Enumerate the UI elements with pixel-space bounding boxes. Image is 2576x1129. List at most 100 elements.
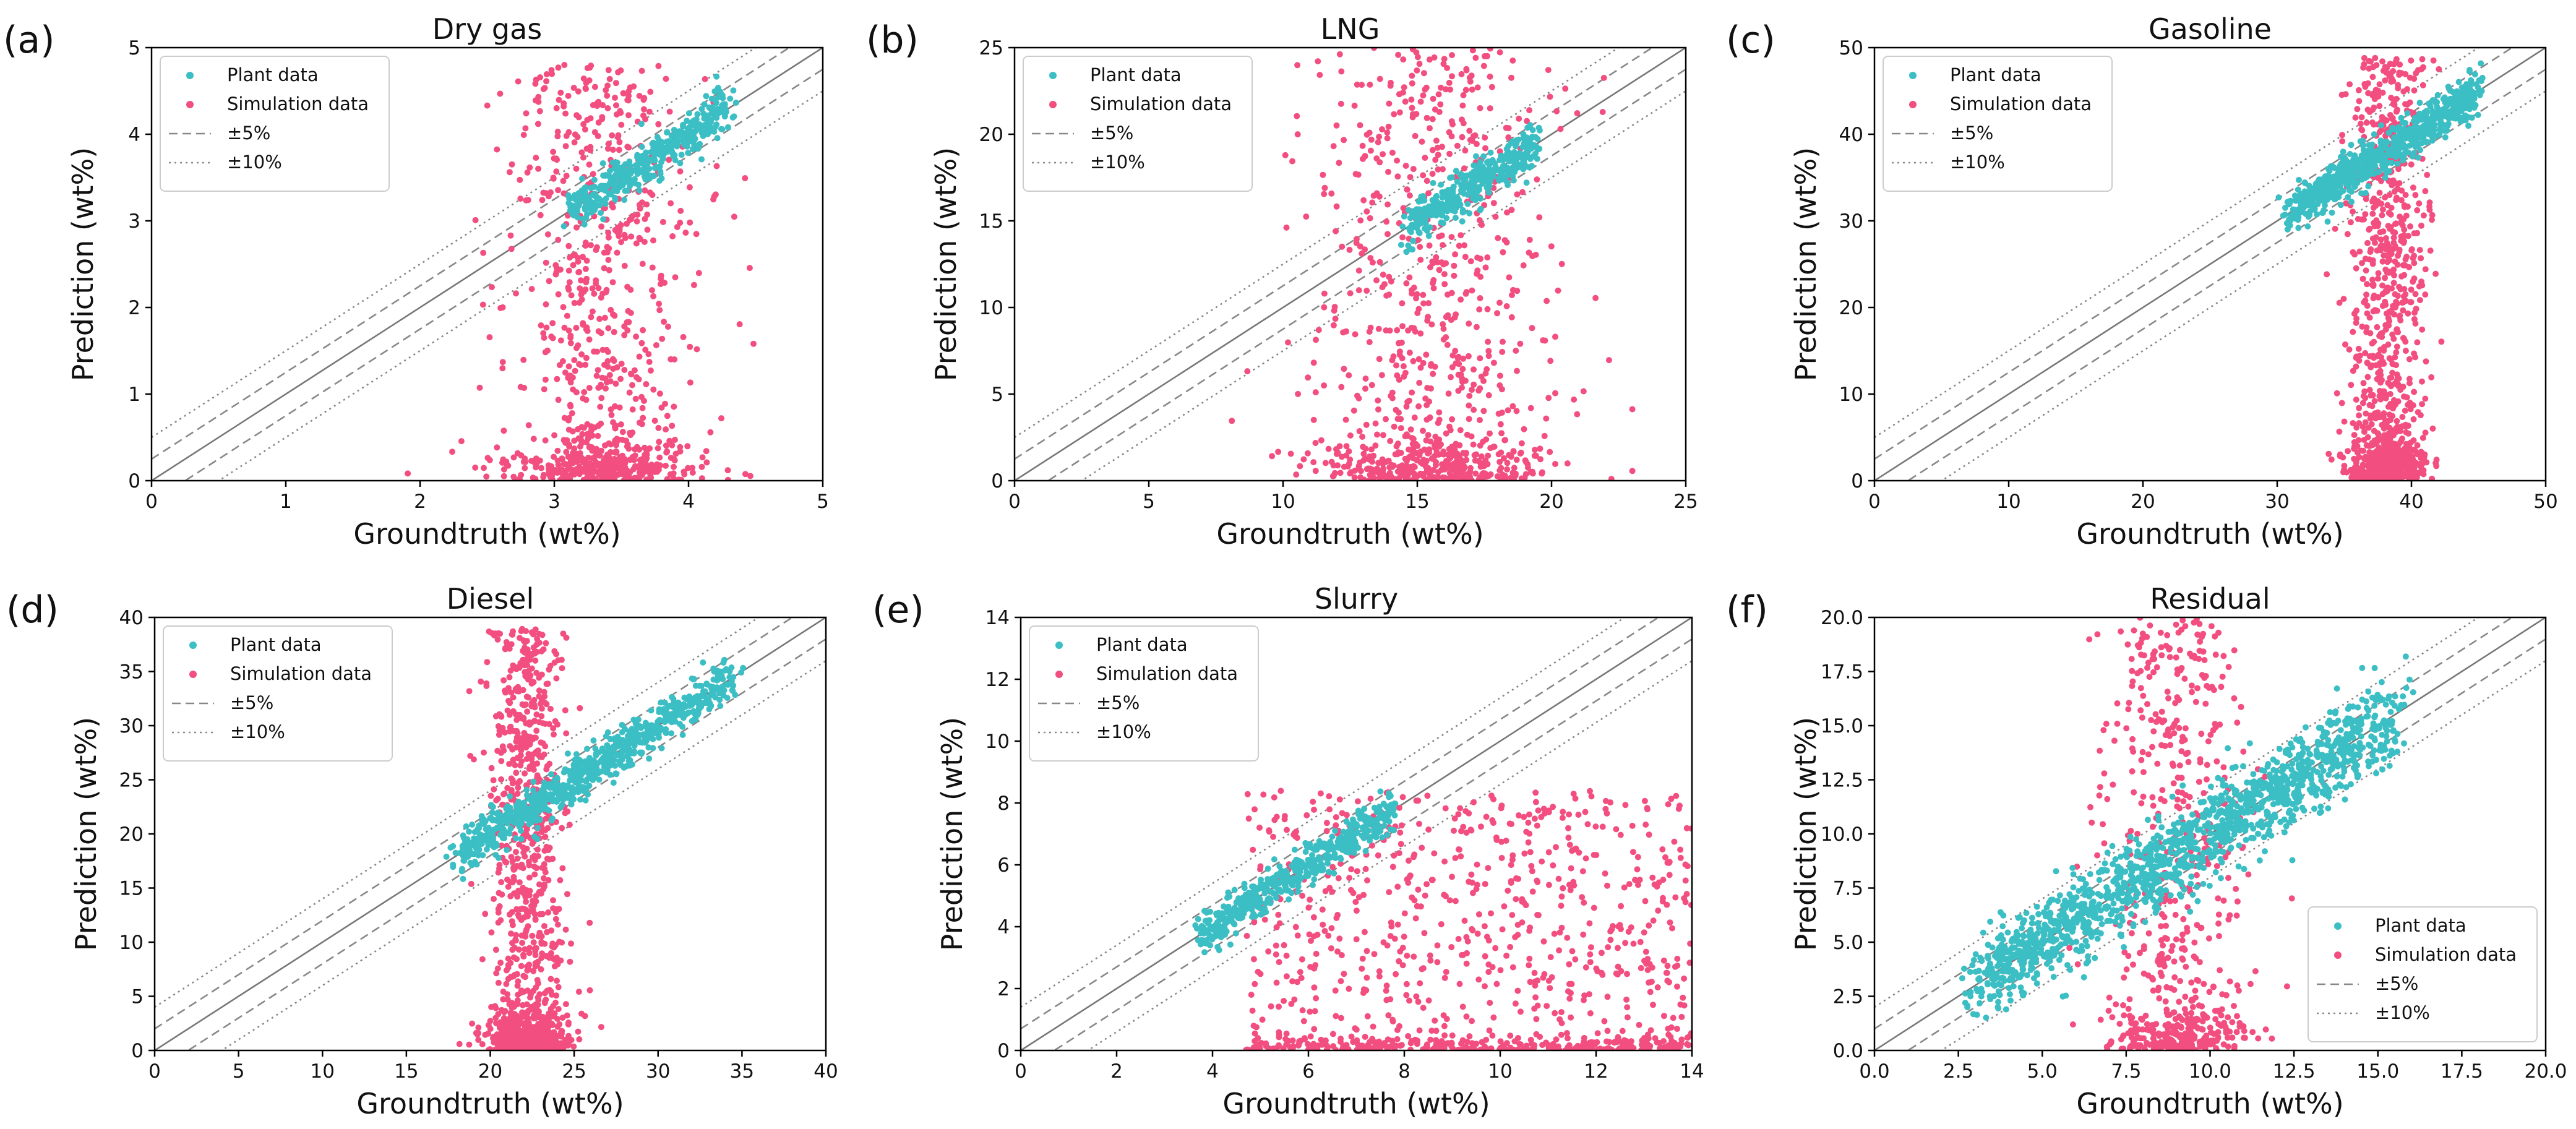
simulation-point <box>2356 405 2363 411</box>
simulation-point <box>1403 280 1410 286</box>
simulation-point <box>2380 228 2387 235</box>
plant-point <box>698 156 705 163</box>
simulation-point <box>2394 194 2400 201</box>
simulation-point <box>1545 395 1552 401</box>
simulation-point <box>609 132 616 139</box>
simulation-point <box>522 853 528 860</box>
simulation-point <box>1391 423 1397 430</box>
simulation-point <box>649 287 655 294</box>
simulation-point <box>2388 248 2395 255</box>
plant-point <box>685 110 692 117</box>
simulation-point <box>1368 382 1375 388</box>
simulation-point <box>553 105 560 111</box>
simulation-point <box>655 466 662 473</box>
simulation-point <box>1376 356 1383 363</box>
plant-point <box>695 145 702 152</box>
simulation-point <box>1354 81 1360 88</box>
plant-point <box>596 186 603 192</box>
y-tick-label: 10 <box>1839 384 1863 406</box>
series-plant <box>2275 60 2486 233</box>
plant-point <box>690 131 697 138</box>
simulation-point <box>1462 147 1469 154</box>
simulation-point <box>655 62 662 69</box>
simulation-point <box>2382 475 2389 481</box>
y-tick-label: 25 <box>979 37 1003 59</box>
simulation-point <box>1394 327 1401 333</box>
simulation-point <box>2343 469 2350 476</box>
simulation-point <box>2363 328 2370 335</box>
simulation-point <box>638 340 645 346</box>
simulation-point <box>505 955 512 962</box>
simulation-point <box>1409 80 1415 87</box>
simulation-point <box>586 464 593 471</box>
plant-point <box>2377 122 2384 129</box>
simulation-point <box>2387 70 2394 77</box>
simulation-point <box>1425 432 1432 439</box>
simulation-point <box>2362 211 2369 218</box>
plant-point <box>2351 177 2358 183</box>
simulation-point <box>1367 147 1374 154</box>
simulation-point <box>609 147 616 153</box>
simulation-point <box>1430 371 1436 377</box>
simulation-point <box>2356 352 2363 359</box>
simulation-point <box>582 243 589 249</box>
simulation-point <box>566 442 572 449</box>
simulation-point <box>640 106 647 113</box>
simulation-point <box>713 163 720 170</box>
simulation-point <box>575 989 582 995</box>
simulation-point <box>1413 49 1420 56</box>
x-axis-label: Groundtruth (wt%) <box>2076 517 2343 551</box>
simulation-point <box>1341 366 1347 372</box>
simulation-point <box>532 97 539 104</box>
plant-point <box>685 150 692 157</box>
simulation-point <box>559 455 565 462</box>
plant-point <box>1527 135 1534 142</box>
plant-point <box>2415 154 2421 161</box>
simulation-point <box>562 1001 569 1008</box>
simulation-point <box>1373 277 1380 284</box>
simulation-point <box>2433 457 2440 463</box>
simulation-point <box>1527 405 1534 411</box>
simulation-point <box>616 404 623 411</box>
simulation-point <box>2361 61 2368 67</box>
simulation-point <box>586 336 593 343</box>
simulation-point <box>2395 398 2402 405</box>
simulation-point <box>561 414 568 421</box>
plant-point <box>700 132 706 139</box>
simulation-point <box>565 93 572 99</box>
simulation-point <box>1434 144 1441 151</box>
simulation-point <box>1521 426 1527 432</box>
simulation-point <box>2377 414 2384 421</box>
simulation-point <box>649 264 656 271</box>
simulation-point <box>1409 389 1415 396</box>
simulation-point <box>1416 379 1423 386</box>
plant-point <box>635 160 642 166</box>
plant-point <box>2419 131 2426 138</box>
plant-point <box>2392 126 2399 133</box>
simulation-point <box>640 112 646 119</box>
simulation-point <box>497 630 504 637</box>
simulation-point <box>681 471 688 478</box>
plant-point <box>1422 211 1428 218</box>
simulation-point <box>525 197 531 204</box>
simulation-point <box>2353 363 2359 370</box>
simulation-point <box>2406 376 2413 382</box>
simulation-point <box>1404 186 1410 193</box>
simulation-point <box>1337 100 1344 107</box>
simulation-point <box>613 102 619 109</box>
simulation-point <box>1438 259 1445 266</box>
plant-point <box>627 182 633 189</box>
simulation-point <box>1428 361 1435 367</box>
simulation-point <box>2353 265 2359 272</box>
simulation-point <box>1310 416 1317 423</box>
simulation-point <box>2390 234 2397 241</box>
simulation-point <box>2380 465 2387 472</box>
simulation-point <box>1441 281 1448 288</box>
simulation-point <box>676 476 682 481</box>
simulation-point <box>500 427 507 434</box>
simulation-point <box>1304 450 1311 457</box>
plant-point <box>2304 223 2311 230</box>
simulation-point <box>2324 271 2330 278</box>
simulation-point <box>1416 61 1423 67</box>
simulation-point <box>1386 100 1393 107</box>
